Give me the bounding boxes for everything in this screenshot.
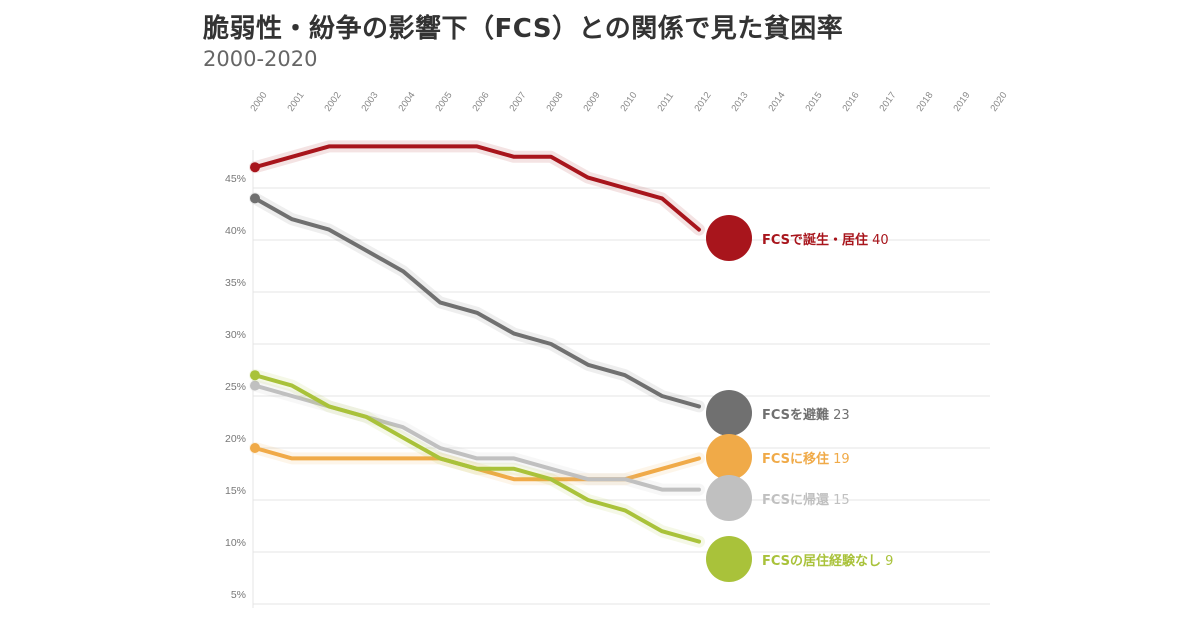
series-start-point (250, 370, 260, 381)
series-end-value: 15 (829, 493, 850, 508)
series-end-value: 19 (829, 452, 850, 467)
series-line-halo (249, 192, 705, 413)
series-start-point (250, 380, 260, 391)
series-end-value: 9 (881, 554, 893, 569)
x-tick-label: 2009 (581, 90, 602, 114)
y-tick-label: 30% (225, 329, 246, 341)
chart-title: 脆弱性・紛争の影響下（FCS）との関係で見た貧困率 (203, 14, 844, 44)
series-end-marker (706, 475, 752, 521)
series-name: FCSを避難 (762, 407, 829, 423)
x-tick-label: 2011 (655, 91, 676, 114)
x-tick-label: 2015 (803, 90, 824, 114)
y-tick-label: 35% (225, 277, 246, 289)
x-tick-label: 2003 (359, 90, 380, 114)
series-name: FCSに移住 (762, 451, 829, 467)
series-label: FCSの居住経験なし 9 (762, 553, 893, 569)
series-name: FCSに帰還 (762, 492, 830, 508)
x-tick-label: 2001 (285, 90, 306, 114)
series-label: FCSを避難 23 (762, 407, 850, 423)
x-tick-label: 2014 (766, 90, 787, 114)
x-tick-label: 2019 (951, 90, 972, 114)
x-tick-label: 2000 (248, 90, 269, 114)
series-line (253, 373, 701, 544)
x-tick-label: 2004 (396, 90, 417, 114)
y-tick-label: 15% (225, 485, 246, 497)
y-tick-label: 40% (225, 225, 246, 237)
series-end-marker (706, 434, 752, 480)
series-name: FCSで誕生・居住 (762, 232, 868, 248)
x-tick-label: 2010 (618, 90, 639, 114)
y-tick-label: 5% (231, 589, 246, 601)
series-end-marker (706, 390, 752, 436)
series-label: FCSに移住 19 (762, 451, 850, 467)
series-start-point (250, 162, 260, 173)
series-name: FCSの居住経験なし (762, 553, 881, 569)
x-tick-label: 2018 (914, 90, 935, 114)
series-start-point (250, 443, 260, 453)
x-tick-label: 2006 (470, 90, 491, 114)
x-tick-label: 2012 (692, 90, 713, 114)
x-tick-label: 2016 (840, 90, 861, 114)
y-tick-label: 45% (225, 173, 246, 185)
series-end-value: 23 (829, 408, 850, 423)
x-tick-label: 2008 (544, 90, 565, 114)
x-tick-label: 2020 (988, 90, 1009, 114)
series-line (253, 196, 701, 409)
series-label: FCSで誕生・居住 40 (762, 232, 889, 248)
series-start-point (250, 193, 260, 204)
x-tick-label: 2013 (729, 90, 750, 114)
x-tick-label: 2007 (507, 90, 528, 114)
y-tick-label: 25% (225, 381, 246, 393)
series-line (253, 144, 701, 232)
x-tick-label: 2005 (433, 90, 454, 114)
x-tick-label: 2002 (322, 90, 343, 114)
series-end-marker (706, 215, 752, 261)
series-label: FCSに帰還 15 (762, 492, 850, 508)
y-tick-label: 20% (225, 433, 246, 445)
x-tick-label: 2017 (877, 90, 898, 114)
series-end-value: 40 (868, 233, 889, 248)
y-tick-label: 10% (225, 537, 246, 549)
chart-subtitle: 2000-2020 (203, 47, 318, 71)
series-end-marker (706, 536, 752, 582)
